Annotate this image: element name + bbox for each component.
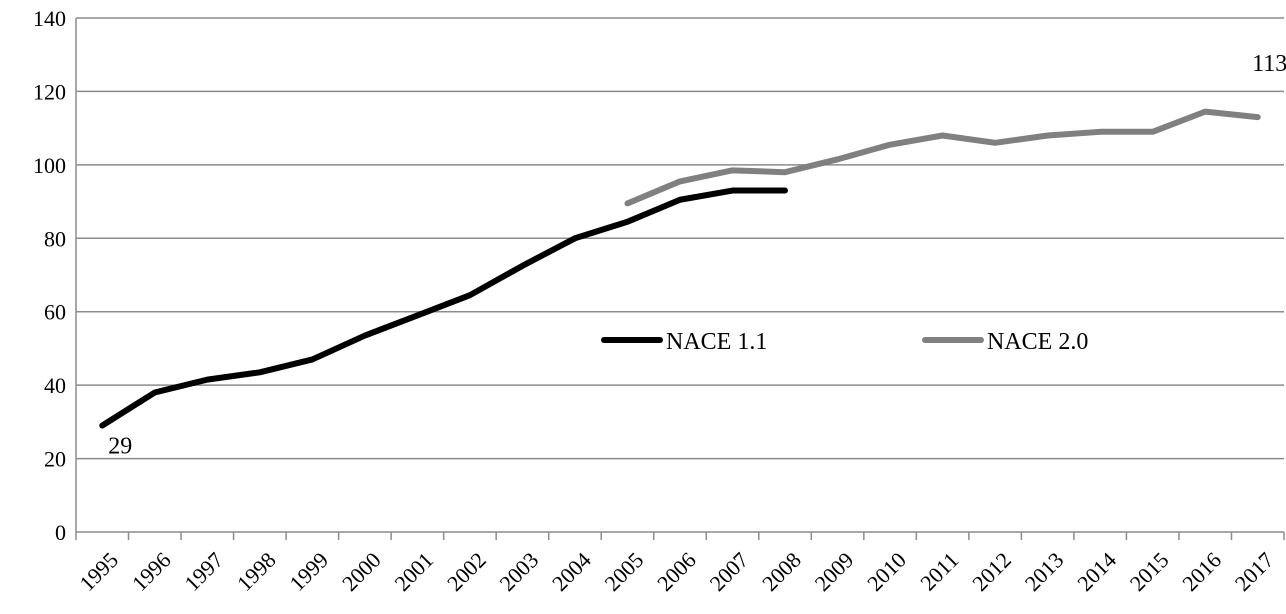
x-tick-label: 2005	[600, 547, 649, 596]
x-tick-label: 2017	[1230, 547, 1279, 596]
x-tick-label: 2004	[547, 547, 596, 596]
x-tick-label: 1996	[127, 547, 176, 596]
series-line-2	[624, 108, 1261, 207]
legend: NACE 1.1 NACE 2.0	[601, 329, 1088, 355]
legend-label: NACE 1.1	[666, 329, 767, 355]
x-tick-label: 1998	[232, 547, 281, 596]
data-annotations: 29 113	[108, 51, 1286, 459]
x-axis-ticks: 1995 1996 1997 1998 1999 2000 2001 2002 2003 2004…	[74, 547, 1278, 596]
data-label: 29	[108, 434, 132, 460]
series-lines	[99, 108, 1261, 429]
y-tick-label: 0	[55, 520, 66, 545]
x-tick-label: 2008	[757, 547, 806, 596]
y-axis-ticks: 0 20 40 60 80 100 120 140	[33, 6, 66, 545]
data-label: 113	[1252, 51, 1286, 77]
x-tick-label: 2016	[1177, 547, 1226, 596]
y-tick-label: 40	[44, 373, 66, 398]
x-tick-label: 2003	[494, 547, 543, 596]
x-tick-label: 2007	[705, 547, 754, 596]
axes	[75, 18, 1285, 540]
series-line-1	[99, 187, 789, 429]
y-tick-label: 80	[44, 226, 66, 251]
x-tick-label: 2012	[967, 547, 1016, 596]
legend-label: NACE 2.0	[987, 329, 1088, 355]
y-tick-label: 100	[33, 153, 66, 178]
x-tick-label: 2002	[442, 547, 491, 596]
x-tick-label: 2014	[1072, 547, 1121, 596]
y-tick-label: 140	[33, 6, 66, 31]
x-tick-label: 2013	[1020, 547, 1069, 596]
x-tick-label: 1995	[74, 547, 123, 596]
x-tick-label: 2015	[1125, 547, 1174, 596]
x-tick-label: 2006	[652, 547, 701, 596]
x-tick-label: 2010	[862, 547, 911, 596]
y-tick-label: 120	[33, 79, 66, 104]
gridlines	[76, 17, 1284, 460]
x-tick-label: 2011	[915, 547, 963, 595]
x-tick-label: 2009	[810, 547, 859, 596]
x-tick-label: 1999	[284, 547, 333, 596]
y-tick-label: 60	[44, 300, 66, 325]
x-tick-label: 2001	[389, 547, 438, 596]
x-tick-label: 1997	[179, 547, 228, 596]
y-tick-label: 20	[44, 447, 66, 472]
x-tick-label: 2000	[337, 547, 386, 596]
